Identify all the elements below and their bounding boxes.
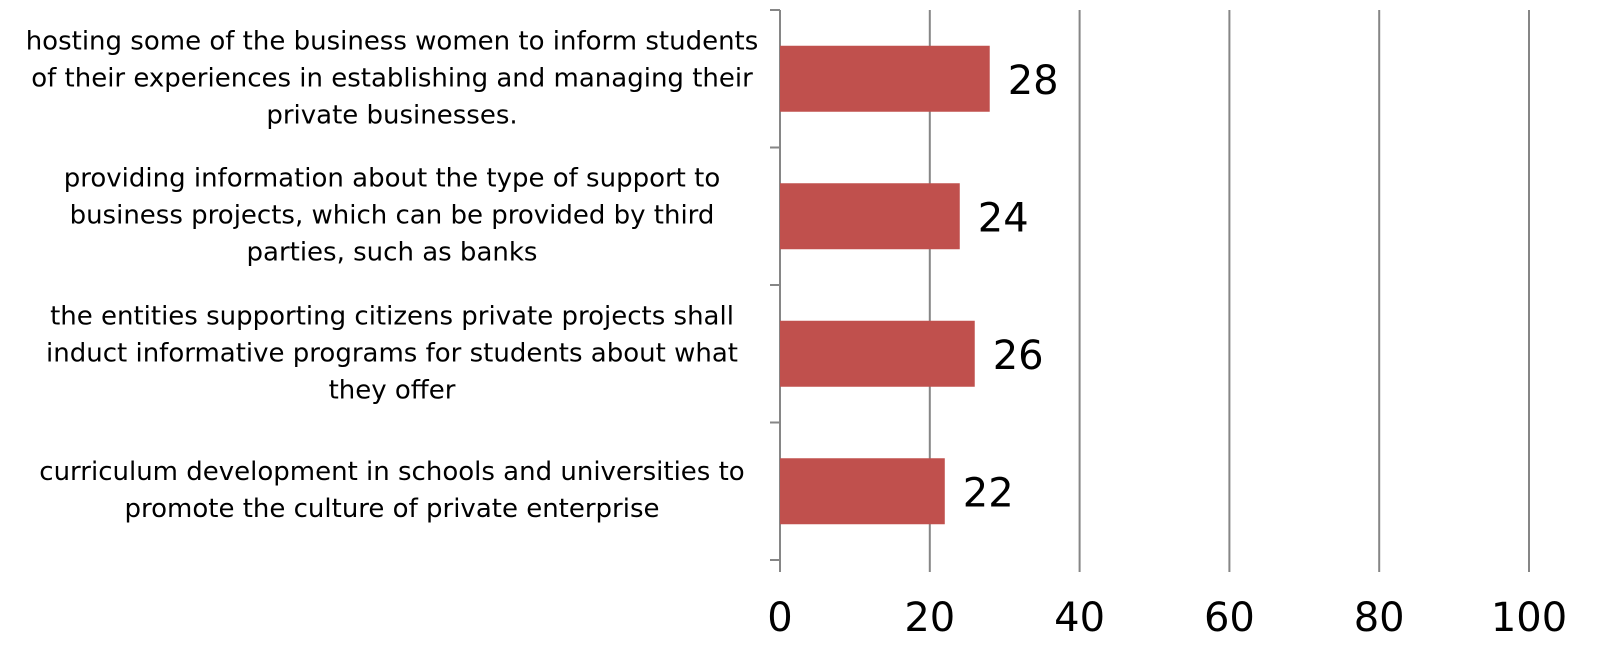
y-tick-label: providing information about the type of … bbox=[63, 163, 721, 268]
data-label: 26 bbox=[993, 333, 1044, 379]
x-tick-label: 100 bbox=[1491, 595, 1567, 641]
y-tick-label: curriculum development in schools and un… bbox=[39, 457, 745, 525]
data-label: 28 bbox=[1008, 58, 1059, 104]
x-tick-label: 60 bbox=[1204, 595, 1255, 641]
y-tick-label: hosting some of the business women to in… bbox=[25, 26, 759, 131]
data-label: 24 bbox=[978, 195, 1029, 241]
bar bbox=[780, 183, 960, 250]
x-tick-label: 20 bbox=[904, 595, 955, 641]
x-tick-label: 80 bbox=[1354, 595, 1405, 641]
y-tick-label: the entities supporting citizens private… bbox=[46, 301, 738, 406]
x-tick-label: 40 bbox=[1054, 595, 1105, 641]
bar bbox=[780, 458, 945, 525]
x-tick-label: 0 bbox=[767, 595, 792, 641]
bar bbox=[780, 320, 975, 387]
data-label: 22 bbox=[963, 470, 1014, 516]
bar bbox=[780, 45, 990, 112]
